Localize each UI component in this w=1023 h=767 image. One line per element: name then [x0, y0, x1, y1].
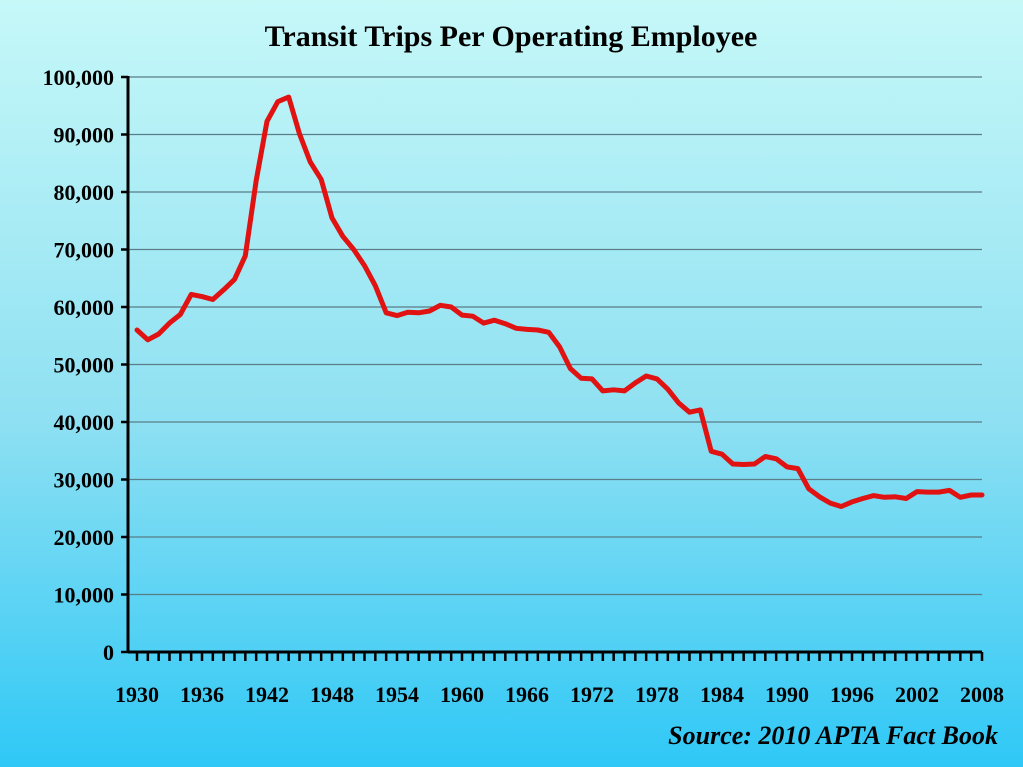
x-tick-label: 1948 [310, 682, 354, 707]
y-tick-label: 30,000 [54, 468, 115, 493]
source-note: Source: 2010 APTA Fact Book [668, 721, 998, 750]
series-line-0 [134, 94, 985, 509]
x-tick-label: 1978 [635, 682, 679, 707]
x-tick-label: 1984 [700, 682, 744, 707]
x-tick-label: 1942 [245, 682, 289, 707]
x-tick-label: 1966 [505, 682, 549, 707]
y-tick-label: 90,000 [54, 123, 115, 148]
y-tick-label: 100,000 [43, 65, 115, 90]
x-tick-label: 2008 [960, 682, 1004, 707]
y-tick-label: 40,000 [54, 410, 115, 435]
y-tick-label: 80,000 [54, 180, 115, 205]
x-tick-label: 1972 [570, 682, 614, 707]
x-tick-label: 1990 [765, 682, 809, 707]
y-tick-label: 20,000 [54, 525, 115, 550]
x-tick-label: 1936 [180, 682, 224, 707]
x-tick-label: 1954 [375, 682, 419, 707]
y-axis-tick-labels: 0 10,000 20,000 30,000 40,000 50,000 60,000 70,… [43, 65, 128, 665]
x-tick-label: 1996 [830, 682, 874, 707]
x-axis-tick-labels: 1930 1936 1942 1948 1954 1960 1966 1972 1978 1984… [115, 682, 1004, 707]
x-tick-label: 1930 [115, 682, 159, 707]
y-tick-label: 60,000 [54, 295, 115, 320]
x-tick-label: 1960 [440, 682, 484, 707]
y-tick-label: 10,000 [54, 583, 115, 608]
gridlines [128, 76, 982, 596]
series-group [134, 94, 985, 509]
y-tick-label: 0 [103, 640, 114, 665]
x-tick-label: 2002 [895, 682, 939, 707]
chart-title: Transit Trips Per Operating Employee [265, 20, 758, 53]
y-tick-label: 70,000 [54, 238, 115, 263]
y-tick-label: 50,000 [54, 353, 115, 378]
